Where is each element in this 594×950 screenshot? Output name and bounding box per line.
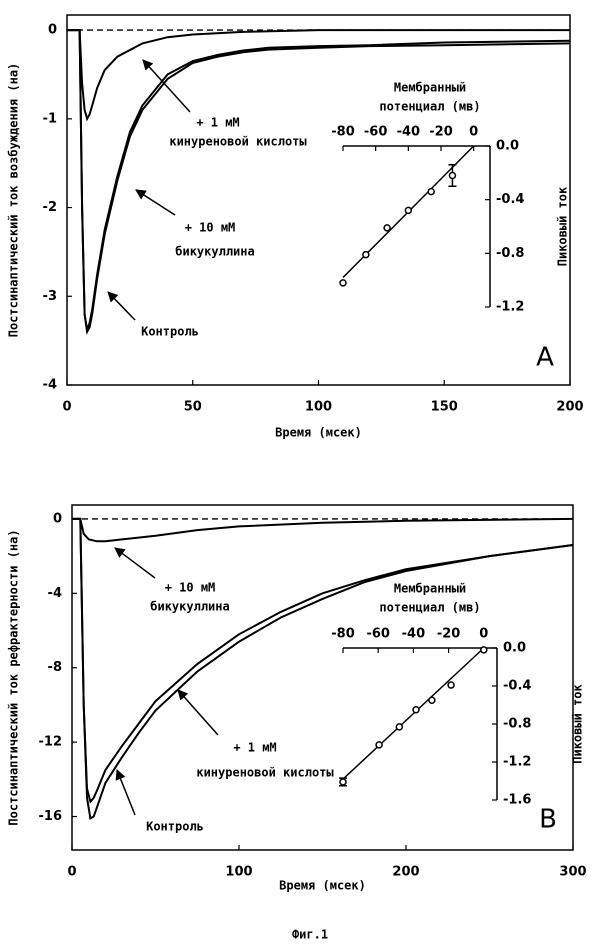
data-point (376, 742, 382, 748)
x-tick-label: -60 (366, 627, 390, 642)
y-tick-label: -3 (43, 289, 57, 304)
panel-label: A (536, 343, 554, 373)
annotation: Контроль (141, 325, 199, 339)
annotation: + 1 мМ (233, 741, 276, 755)
y-tick-label: 0.0 (503, 641, 526, 656)
data-point (449, 173, 455, 179)
arrow (178, 690, 218, 735)
y-tick-label: -1 (43, 111, 57, 126)
trace (67, 30, 570, 332)
y-tick-label: -4 (43, 378, 57, 393)
x-tick-label: 200 (556, 400, 583, 415)
x-axis-label: потенциал (мв) (379, 601, 480, 615)
x-tick-label: 0 (479, 627, 488, 642)
annotation: + 10 мМ (185, 221, 236, 235)
x-tick-label: -40 (397, 125, 421, 140)
data-point (384, 225, 390, 231)
y-tick-label: -0.4 (503, 679, 531, 694)
x-axis-label: потенциал (мв) (379, 100, 480, 114)
y-tick-label: 0.0 (496, 139, 519, 154)
x-tick-label: -80 (331, 125, 355, 140)
x-axis-label: Время (мсек) (275, 426, 362, 440)
x-tick-label: 100 (225, 865, 252, 880)
y-tick-label: -0.8 (496, 246, 524, 261)
annotation: Контроль (146, 820, 204, 834)
x-tick-label: 0 (67, 865, 76, 880)
x-axis-label: Мембранный (394, 81, 466, 95)
trace (67, 30, 570, 330)
x-tick-label: -80 (331, 627, 355, 642)
arrow (136, 190, 175, 215)
data-point (481, 647, 487, 653)
x-tick-label: 0 (62, 400, 71, 415)
x-tick-label: -20 (429, 125, 453, 140)
y-tick-label: -1.6 (503, 793, 531, 808)
annotation: бикукуллина (150, 600, 229, 614)
x-tick-label: 50 (184, 400, 202, 415)
y-axis-label: Пиковый ток (556, 186, 570, 266)
annotation: кинуреновой кислоты (196, 766, 334, 780)
data-point (340, 779, 346, 785)
data-point (428, 189, 434, 195)
arrow (143, 60, 190, 112)
annotation: кинуреновой кислоты (169, 135, 307, 149)
x-axis-label: Время (мсек) (279, 879, 366, 893)
annotation: бикукуллина (175, 245, 254, 259)
figure: Фиг.1 0 50 100 150 200 0 -1 -2 -3 -4 Время (мсек) П… (0, 0, 594, 950)
y-tick-label: -2 (43, 200, 57, 215)
x-tick-label: -40 (402, 627, 426, 642)
x-tick-label: -60 (364, 125, 388, 140)
data-point (405, 207, 411, 213)
y-axis-label: Постсинаптический ток рефрактерности (на… (7, 529, 21, 825)
arrow (108, 292, 135, 320)
trace (72, 519, 573, 541)
x-tick-label: 200 (392, 865, 419, 880)
y-tick-label: -0.4 (496, 192, 524, 207)
arrow (115, 548, 155, 578)
fit-line (343, 648, 484, 779)
y-tick-label: -4 (48, 586, 62, 601)
x-tick-label: 0 (469, 125, 478, 140)
data-point (429, 697, 435, 703)
data-point (340, 280, 346, 286)
x-axis-label: Мембранный (394, 582, 466, 596)
arrow (117, 770, 135, 815)
y-tick-label: -12 (39, 735, 63, 750)
y-tick-label: -16 (39, 809, 63, 824)
x-tick-label: -20 (437, 627, 461, 642)
data-point (363, 252, 369, 258)
annotation: + 10 мМ (165, 581, 216, 595)
trace (72, 519, 573, 802)
y-tick-label: 0 (53, 511, 62, 526)
x-tick-label: 300 (559, 865, 586, 880)
y-tick-label: -0.8 (503, 717, 531, 732)
annotation: + 1 мМ (196, 116, 239, 130)
y-tick-label: -1.2 (503, 755, 531, 770)
x-tick-label: 150 (431, 400, 458, 415)
data-point (413, 707, 419, 713)
figure-caption: Фиг.1 (292, 928, 328, 942)
x-tick-label: 100 (305, 400, 332, 415)
data-point (448, 682, 454, 688)
data-point (396, 724, 402, 730)
y-tick-label: -1.2 (496, 300, 524, 315)
y-tick-label: -8 (48, 660, 62, 675)
panel-label: B (539, 805, 557, 835)
y-axis-label: Постсинаптический ток возбуждения (на) (7, 63, 21, 338)
y-axis-label: Пиковый ток (571, 683, 585, 763)
plot-frame (72, 505, 573, 850)
y-tick-label: 0 (48, 23, 57, 38)
